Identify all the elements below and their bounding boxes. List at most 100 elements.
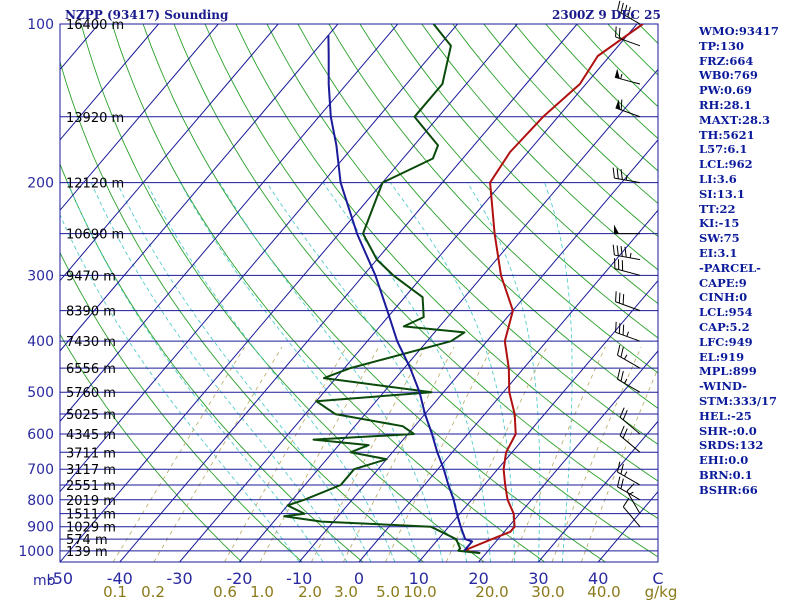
- index-item: -WIND-: [699, 379, 747, 394]
- mixing-ratio-label: 0.1: [103, 583, 127, 600]
- temperature-tick-label: 0: [354, 569, 364, 588]
- dry-adiabat: [204, 24, 658, 520]
- index-item: CAPE:9: [699, 275, 747, 290]
- pressure-tick-label: 700: [27, 462, 54, 478]
- index-item: -PARCEL-: [699, 260, 761, 275]
- mixing-ratio-labels: 0.1 0.2 0.6 1.0 2.0 3.0 5.0 10.0 20.0 30.0 40.0 g/k…: [103, 583, 677, 600]
- sounding-time: 2300Z 9 DEC 25: [552, 8, 661, 22]
- mixing-ratio-line: [580, 367, 658, 562]
- index-item: L57:6.1: [699, 142, 748, 157]
- index-item: STM:333/17: [699, 393, 778, 408]
- index-item: EHI:0.0: [699, 453, 749, 468]
- mixing-ratio-label: 3.0: [334, 583, 358, 600]
- isotherms: [0, 24, 658, 562]
- height-label: 1029 m: [66, 521, 116, 536]
- wind-barb: [619, 407, 641, 435]
- temperature-tick-labels: -50 -40 -30 -20 -10 0 10 20 30 40 C: [47, 569, 664, 588]
- temperature-tick-label: -30: [167, 569, 193, 588]
- isotherm-line: [0, 24, 39, 562]
- index-item: LFC:949: [699, 334, 753, 349]
- isotherm-line: [538, 420, 658, 562]
- moist-adiabat: [322, 182, 492, 562]
- mixing-ratio-line: [385, 346, 493, 562]
- moist-adiabat: [67, 182, 324, 562]
- sounding-title: NZPP (93417) Sounding: [65, 8, 229, 22]
- height-label: 13920 m: [66, 111, 124, 126]
- height-label: 3117 m: [66, 463, 116, 478]
- index-item: SRDS:132: [699, 438, 764, 453]
- isotherm-line: [298, 139, 658, 562]
- wind-barb: [614, 258, 641, 276]
- isotherm-line: [418, 279, 658, 562]
- isotherm-line: [60, 24, 339, 352]
- temperature-tick-label: 10: [409, 569, 429, 588]
- height-label: 4345 m: [66, 428, 116, 443]
- profile-lines: [283, 24, 644, 555]
- mixing-ratio-label: 40.0: [587, 583, 620, 600]
- index-item: LCL:954: [699, 305, 753, 320]
- index-item: MPL:899: [699, 364, 757, 379]
- mixing-ratio-label: 20.0: [475, 583, 508, 600]
- moist-adiabat: [266, 182, 468, 562]
- mixing-ratio-line: [153, 346, 283, 562]
- mixing-ratio-line: [259, 346, 380, 562]
- isotherm-line: [179, 24, 638, 562]
- index-item: TT:22: [699, 201, 736, 216]
- temperature-tick-label: -10: [286, 569, 312, 588]
- wind-barb: [619, 425, 641, 453]
- mixing-ratio-label: 1.0: [250, 583, 274, 600]
- dewpoint-line: [283, 24, 481, 555]
- index-item: MAXT:28.3: [699, 112, 770, 127]
- temperature-tick-label: 30: [528, 569, 548, 588]
- index-item: SI:13.1: [699, 186, 745, 201]
- pressure-tick-label: 400: [27, 334, 54, 350]
- pressure-tick-label: 1000: [18, 544, 54, 560]
- pressure-tick-label: 800: [27, 493, 54, 509]
- temperature-tick-label: -50: [47, 569, 73, 588]
- mixing-ratio-line: [551, 346, 642, 562]
- moist-adiabat: [544, 182, 573, 562]
- isobars: [60, 24, 658, 562]
- moist-adiabat: [179, 182, 420, 562]
- mixing-ratio-label: 5.0: [376, 583, 400, 600]
- index-item: WMO:93417: [699, 24, 779, 38]
- isotherm-line: [60, 24, 279, 282]
- temperature-tick-label: 40: [588, 569, 608, 588]
- height-label: 7430 m: [66, 335, 116, 350]
- isotherm-line: [60, 24, 458, 493]
- index-item: CINH:0: [699, 290, 748, 305]
- index-item: TP:130: [699, 38, 745, 53]
- temperature-unit-label: C: [652, 569, 663, 588]
- dry-adiabat: [235, 24, 658, 482]
- dry-adiabat: [142, 24, 606, 562]
- pressure-tick-label: 900: [27, 520, 54, 536]
- height-label: 1511 m: [66, 508, 116, 523]
- dry-adiabat: [359, 24, 658, 339]
- wind-barb: [612, 167, 641, 184]
- mixing-ratio-label: g/kg: [645, 583, 678, 600]
- isotherm-line: [239, 68, 658, 562]
- isotherm-line: [358, 209, 658, 562]
- isotherm-line: [119, 24, 578, 562]
- index-item: KI:-15: [699, 216, 740, 231]
- dry-adiabat: [60, 251, 303, 562]
- index-item: TH:5621: [699, 127, 755, 142]
- height-label: 5760 m: [66, 386, 116, 401]
- index-item: EL:919: [699, 349, 745, 364]
- height-labels: 16400 m 13920 m 12120 m 10690 m 9470 m 8390 m…: [66, 18, 124, 560]
- wind-barb: [616, 461, 641, 486]
- mixing-ratio-line: [224, 346, 347, 562]
- index-item: FRZ:664: [699, 53, 754, 68]
- height-label: 5025 m: [66, 408, 116, 423]
- wind-barb: [615, 291, 641, 312]
- height-label: 139 m: [66, 545, 108, 560]
- height-label: 16400 m: [66, 18, 124, 33]
- pressure-tick-label: 600: [27, 427, 54, 443]
- wind-barb: [615, 321, 641, 342]
- height-label: 6556 m: [66, 362, 116, 377]
- dry-adiabat: [266, 24, 658, 445]
- height-label: 3711 m: [66, 446, 116, 461]
- mixing-ratio-lines: [112, 346, 658, 562]
- index-item: WB0:769: [699, 68, 758, 83]
- wind-barb: [614, 68, 641, 85]
